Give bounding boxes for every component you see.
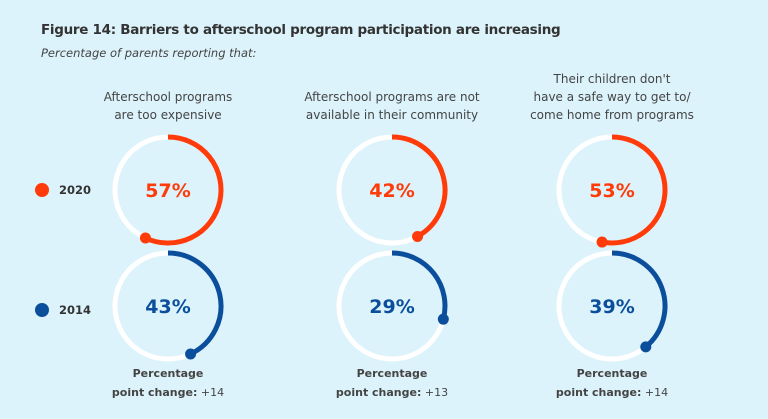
category-label: Afterschool programs are not available in… — [282, 88, 502, 124]
legend-item-2020: 2020 — [35, 183, 91, 197]
point-change-label: Percentage point change: +13 — [292, 364, 492, 402]
donut-value-label: 42% — [369, 180, 414, 202]
change-value: +13 — [424, 386, 449, 399]
donut-end-dot — [139, 232, 151, 244]
donut-arc — [144, 134, 224, 246]
donut-value-label: 53% — [589, 180, 634, 202]
donut-arc — [611, 250, 668, 349]
change-label-line1: Percentage — [132, 367, 204, 380]
category-label-line: Their children don't — [553, 72, 671, 86]
category-label-line: Afterschool programs are not — [304, 90, 480, 104]
legend-label-2014: 2014 — [59, 303, 92, 317]
legend-dot-2020 — [35, 183, 49, 197]
change-label-line2: point change: — [555, 386, 642, 399]
donut-end-dot — [640, 341, 652, 353]
donut-2014-2: 39% — [556, 250, 668, 362]
legend-dot-2014 — [35, 303, 49, 317]
donut-2014-1: 29% — [336, 250, 449, 362]
category-label-line: available in their community — [305, 108, 479, 122]
donut-2014-0: 43% — [112, 250, 224, 362]
category-label-line: Afterschool programs — [103, 90, 233, 104]
donut-arc — [601, 134, 668, 246]
donut-end-dot — [185, 348, 197, 360]
point-change-label: Percentage point change: +14 — [68, 364, 268, 402]
legend-item-2014: 2014 — [35, 303, 91, 317]
donut-arc — [391, 134, 448, 239]
change-label-line1: Percentage — [356, 367, 428, 380]
donut-end-dot — [412, 230, 424, 242]
donut-2020-1: 42% — [336, 134, 448, 246]
chart-subtitle: Percentage of parents reporting that: — [41, 46, 257, 60]
change-label-line2: point change: — [335, 386, 422, 399]
legend-label-2020: 2020 — [59, 183, 92, 197]
category-label-line: have a safe way to get to/ — [533, 90, 691, 104]
change-value: +14 — [200, 386, 225, 399]
donut-value-label: 43% — [145, 296, 190, 318]
category-label: Their children don't have a safe way to g… — [502, 70, 722, 124]
donut-arc — [167, 250, 224, 357]
donut-2020-2: 53% — [556, 134, 668, 248]
donut-end-dot — [596, 236, 608, 248]
category-label-line: come home from programs — [530, 108, 694, 122]
donut-value-label: 29% — [369, 296, 414, 318]
change-label-line2: point change: — [111, 386, 198, 399]
donut-value-label: 57% — [145, 180, 190, 202]
point-change-label: Percentage point change: +14 — [512, 364, 712, 402]
donut-end-dot — [437, 313, 449, 325]
donut-arc — [391, 250, 448, 320]
donut-2020-0: 57% — [112, 134, 224, 246]
category-label-line: are too expensive — [114, 108, 222, 122]
change-value: +14 — [644, 386, 669, 399]
chart-title: Figure 14: Barriers to afterschool progr… — [41, 22, 561, 38]
category-label: Afterschool programs are too expensive — [58, 88, 278, 124]
change-label-line1: Percentage — [576, 367, 648, 380]
donut-value-label: 39% — [589, 296, 634, 318]
